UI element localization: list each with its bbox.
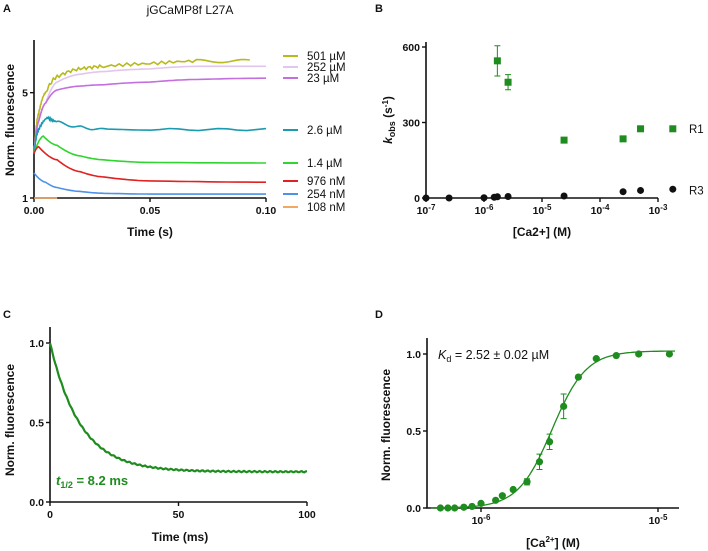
panel-d-chart: 0.0 0.5 1.0 10-6 10-5 [Ca2+] (M) Norm. fluores… [379,338,679,550]
panel-b-xtick-label: 10-7 [417,203,436,217]
panel-b-xtick-label: 10-3 [649,203,668,217]
trace-3 [33,115,267,154]
panel-c-chart: 0.0 0.5 1.0 0 50 100 Time (ms) Norm. fluorescen… [3,327,316,544]
data-point [545,438,554,446]
trace-0 [33,58,250,154]
trace-6 [33,172,266,195]
panel-c-ylabel: Norm. fluorescence [3,364,17,476]
panel-b-xtick-label: 10-6 [475,203,494,217]
panel-c-ytick-label: 0.0 [29,497,44,509]
R3-point [493,193,501,201]
data-point [451,504,459,512]
legend-label-7: 108 nM [307,202,345,214]
data-point [468,502,476,511]
trace-2 [33,77,266,154]
R3-point [637,186,645,194]
panel-a-xtick-label: 0.10 [256,205,277,217]
R3-point [422,194,430,202]
hill-fit-curve [430,350,676,509]
panel-d-xlabel: [Ca2+] (M) [526,535,580,550]
panel-a-title: jGCaMP8f L27A [146,3,234,17]
data-point [444,504,452,512]
panel-b-ytick-label: 300 [402,118,420,130]
panel-a-chart: 1 5 0.00 0.05 0.10 Time (s) Norm. fluorescence… [3,40,346,239]
panel-b-axes [425,42,658,199]
panel-a-xtick-label: 0.05 [140,205,161,217]
panel-d-axes [426,338,679,509]
panel-b-chart: 0 300 600 10-7 10-6 10-5 10-4 10-3 [Ca2+] (M) kob… [381,42,704,239]
panel-label-d: D [375,309,383,321]
data-point [436,504,445,512]
panel-c-xtick-label: 100 [298,509,316,521]
panel-b-xlabel: [Ca2+] (M) [513,225,571,239]
panel-label-b: B [375,3,383,15]
panel-a-xlabel: Time (s) [127,225,173,239]
R3-point [504,192,512,200]
panel-d-xtick-label: 10-5 [649,513,668,527]
data-point [509,485,517,494]
data-point [477,499,485,507]
panel-d-ylabel: Norm. fluorescence [379,369,393,481]
panel-a-xtick-label: 0.00 [24,205,45,217]
panel-d-ytick-label: 0.0 [406,503,421,515]
panel-c-xtick-label: 0 [47,509,53,521]
data-point [498,492,506,500]
legend-label-1: 252 µM [307,62,346,74]
data-point [523,478,531,486]
R3-point [560,192,568,200]
legend-label-5: 976 nM [307,176,345,188]
data-point [592,355,600,363]
R3-point [619,188,627,196]
panel-c-xlabel: Time (ms) [152,530,208,544]
panel-label-c: C [3,309,11,321]
panel-c-annotation: t1/2 = 8.2 ms [56,473,128,490]
legend-label-2: 23 µM [307,73,339,85]
series-label-R3: R3 [689,185,704,197]
panel-d-annotation: Kd = 2.52 ± 0.02 µM [438,348,549,364]
panel-a-ytick-label: 1 [22,193,28,205]
decay-trace [48,342,308,474]
R1-point [493,57,501,65]
panel-d-ytick-label: 0.5 [406,426,421,438]
panel-c-ytick-label: 0.5 [29,418,44,430]
data-point [535,458,544,466]
panel-a-ylabel: Norm. fluorescence [3,64,17,176]
panel-c-ytick-label: 1.0 [29,338,44,350]
R1-point [619,135,627,143]
R1-point [669,125,677,133]
data-point [460,503,468,511]
panel-a-ytick-label: 5 [22,88,28,100]
panel-b-ytick-label: 0 [414,193,420,205]
panel-d-xtick-label: 10-6 [472,513,491,527]
R1-point [637,125,645,133]
data-point [492,496,500,504]
data-point [665,350,674,358]
legend-label-4: 1.4 µM [307,158,342,170]
trace-4 [33,135,266,164]
R1-point [560,136,568,144]
legend-label-0: 501 µM [307,51,346,63]
series-label-R1: R1 [689,124,704,136]
legend-label-3: 2.6 µM [307,125,342,137]
panel-label-a: A [3,3,11,15]
panel-b-ytick-label: 600 [402,42,420,54]
R1-point [504,78,512,86]
panel-b-ylabel: kobs (s-1) [381,96,397,144]
panel-b-xtick-label: 10-5 [533,203,552,217]
data-point [560,402,568,410]
R3-point [445,194,453,202]
data-point [574,373,582,381]
data-point [635,350,643,358]
panel-b-xtick-label: 10-4 [591,203,610,217]
panel-d-ytick-label: 1.0 [406,349,421,361]
data-point [612,351,620,360]
R3-point [669,185,677,193]
trace-5 [33,145,266,183]
legend-label-6: 254 nM [307,189,345,201]
R3-point [480,194,488,202]
panel-c-xtick-label: 50 [173,509,185,521]
